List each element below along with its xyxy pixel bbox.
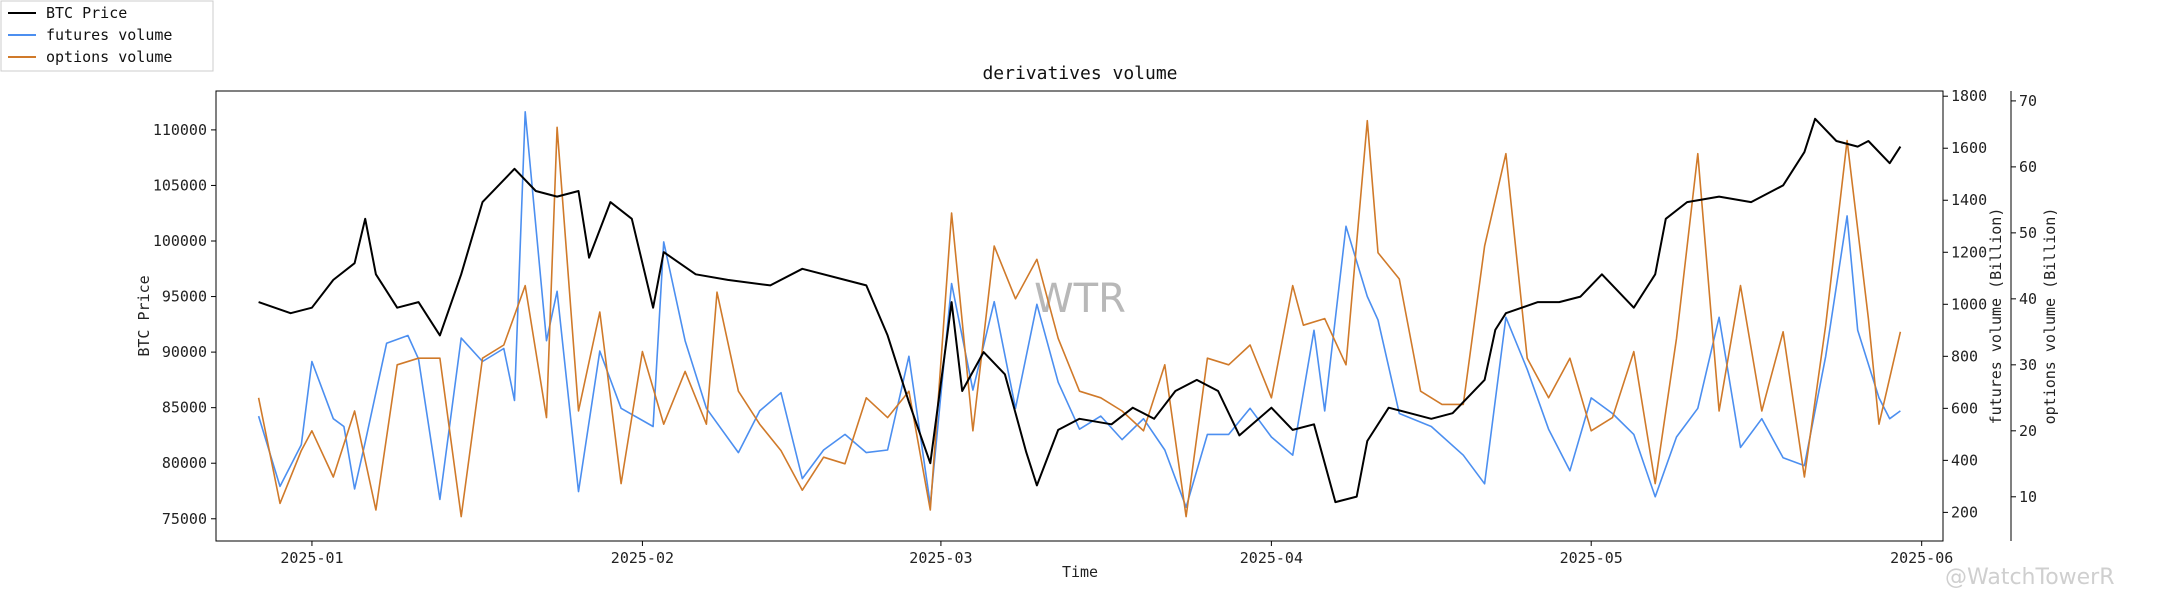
x-tick-label: 2025-04	[1240, 549, 1303, 567]
legend-label-futures-volume: futures volume	[46, 26, 172, 44]
series-line-btc-price	[258, 117, 1902, 504]
y-options-tick-label: 30	[2019, 356, 2037, 374]
y-axis-options-ticks: 10 20 30 40 50 60 70	[2011, 92, 2037, 506]
plot-frame	[215, 90, 1944, 542]
y-futures-tick-label: 800	[1951, 347, 1978, 365]
chart-title: derivatives volume	[982, 63, 1177, 84]
y-futures-tick-label: 1200	[1951, 243, 1987, 261]
y-left-tick-label: 95000	[162, 288, 207, 306]
legend-label-btc-price: BTC Price	[46, 4, 127, 22]
y-left-tick-label: 100000	[153, 232, 207, 250]
y-options-tick-label: 50	[2019, 224, 2037, 242]
x-axis-title: Time	[1062, 563, 1098, 581]
series-layer	[257, 111, 1902, 518]
y-options-tick-label: 70	[2019, 92, 2037, 110]
y-axis-title-left: BTC Price	[135, 275, 153, 356]
plot-watermark: WTR	[1034, 276, 1126, 322]
x-tick-label: 2025-06	[1890, 549, 1953, 567]
y-futures-tick-label: 200	[1951, 503, 1978, 521]
x-axis-ticks: 2025-01 2025-02 2025-03 2025-04 2025-05 2025-…	[280, 541, 1953, 567]
y-left-tick-label: 105000	[153, 176, 207, 194]
legend-box	[0, 0, 214, 72]
legend: BTC Price futures volume options volume	[0, 0, 214, 72]
x-tick-label: 2025-03	[909, 549, 972, 567]
y-left-tick-label: 75000	[162, 510, 207, 528]
y-futures-tick-label: 1000	[1951, 295, 1987, 313]
y-futures-tick-label: 1600	[1951, 139, 1987, 157]
y-futures-tick-label: 600	[1951, 399, 1978, 417]
y-futures-tick-label: 1800	[1951, 87, 1987, 105]
y-options-tick-label: 10	[2019, 488, 2037, 506]
x-tick-label: 2025-05	[1560, 549, 1623, 567]
y-options-tick-label: 60	[2019, 158, 2037, 176]
y-left-tick-label: 110000	[153, 121, 207, 139]
y-options-tick-label: 20	[2019, 422, 2037, 440]
y-futures-tick-label: 400	[1951, 451, 1978, 469]
y-options-tick-label: 40	[2019, 290, 2037, 308]
footer-watermark: @WatchTowerR	[1945, 565, 2115, 590]
series-line-options-volume	[257, 119, 1902, 518]
series-line-futures-volume	[257, 111, 1901, 509]
y-left-tick-label: 80000	[162, 454, 207, 472]
y-axis-left-ticks: 75000 80000 85000 90000 95000 100000 105000 110…	[153, 121, 216, 528]
y-axis-title-options: options volume (Billion)	[2041, 208, 2059, 425]
y-futures-tick-label: 1400	[1951, 191, 1987, 209]
x-tick-label: 2025-01	[280, 549, 343, 567]
y-left-tick-label: 85000	[162, 399, 207, 417]
y-axis-title-futures: futures volume (Billion)	[1987, 208, 2005, 425]
y-left-tick-label: 90000	[162, 343, 207, 361]
x-tick-label: 2025-02	[611, 549, 674, 567]
legend-label-options-volume: options volume	[46, 48, 172, 66]
y-axis-futures-ticks: 200 400 600 800 1000 1200 1400 1600 1800	[1943, 87, 1987, 521]
